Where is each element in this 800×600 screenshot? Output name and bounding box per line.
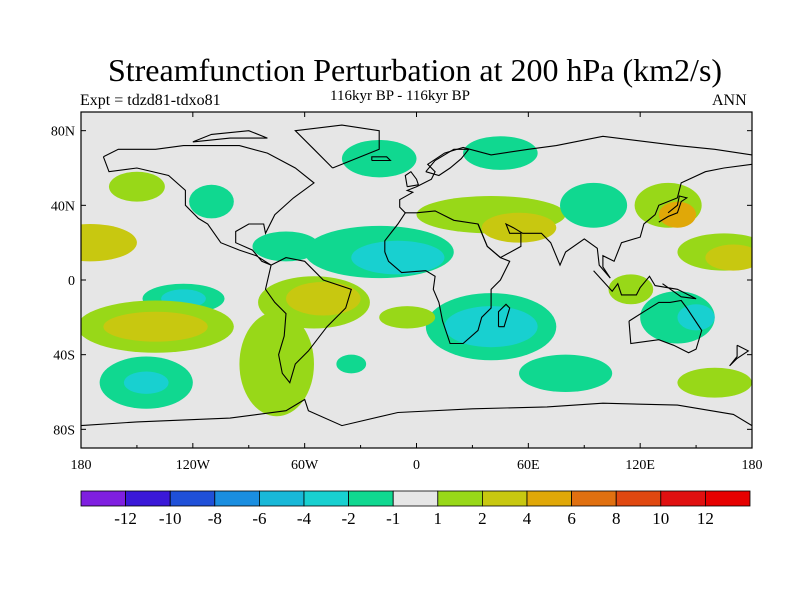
colorbar-label: 2 bbox=[478, 509, 487, 528]
coast-africa-eurasia bbox=[384, 135, 752, 252]
experiment-label: Expt = tdzd81-tdxo81 bbox=[80, 92, 221, 109]
y-tick-label: 40N bbox=[51, 199, 75, 214]
colorbar-swatch bbox=[80, 490, 126, 507]
season-label: ANN bbox=[712, 92, 747, 109]
contour-region bbox=[189, 184, 234, 219]
colorbar: -12 -10 -8 -6 -4 -2 -1 1 2 4 6 8 10 12 bbox=[80, 490, 751, 528]
colorbar-swatch bbox=[660, 490, 706, 507]
coast-iceland bbox=[371, 156, 392, 162]
colorbar-label: 6 bbox=[567, 509, 576, 528]
coast-arctic-islands bbox=[192, 130, 268, 143]
colorbar-label: 8 bbox=[612, 509, 621, 528]
colorbar-label: 12 bbox=[697, 509, 714, 528]
contour-region bbox=[252, 231, 320, 262]
coast-australia bbox=[628, 299, 703, 354]
x-tick-label: 60E bbox=[517, 458, 540, 473]
contour-region bbox=[81, 224, 137, 262]
colorbar-label: -4 bbox=[297, 509, 312, 528]
contour-region bbox=[336, 354, 367, 374]
colorbar-swatch bbox=[437, 490, 483, 507]
contour-region bbox=[677, 304, 715, 331]
colorbar-swatch bbox=[214, 490, 260, 507]
coast-new-zealand bbox=[729, 344, 750, 367]
colorbar-label: -2 bbox=[342, 509, 356, 528]
colorbar-label: -1 bbox=[386, 509, 400, 528]
contour-region bbox=[608, 274, 654, 305]
y-axis: 80N 40N 0 40S 80S bbox=[51, 125, 752, 438]
coastline-layer bbox=[81, 124, 752, 427]
colorbar-swatch bbox=[571, 490, 617, 507]
contour-region bbox=[239, 311, 314, 417]
colorbar-swatch bbox=[348, 490, 394, 507]
coast-south-america bbox=[264, 257, 352, 384]
coast-uk bbox=[404, 170, 420, 188]
contour-region bbox=[108, 171, 165, 202]
x-tick-label: 0 bbox=[413, 458, 420, 473]
colorbar-swatch bbox=[258, 490, 305, 507]
coast-africa-body bbox=[384, 223, 511, 345]
contour-region bbox=[705, 244, 752, 271]
contour-region bbox=[481, 212, 557, 243]
colorbar-label: -6 bbox=[252, 509, 266, 528]
x-axis: 180 120W 60W 0 60E 120E 180 bbox=[71, 112, 763, 473]
coast-scandinavia bbox=[425, 148, 470, 177]
contour-region bbox=[103, 311, 208, 342]
contour-region bbox=[519, 354, 613, 393]
chart-subtitle: 116kyr BP - 116kyr BP bbox=[330, 88, 471, 104]
contour-region bbox=[351, 240, 445, 275]
colorbar-swatch bbox=[125, 490, 171, 507]
coast-japan bbox=[658, 195, 689, 223]
colorbar-swatch bbox=[526, 490, 572, 507]
coast-antarctica bbox=[81, 398, 752, 427]
colorbar-label: -8 bbox=[208, 509, 222, 528]
colorbar-swatch bbox=[169, 490, 216, 507]
x-tick-label: 60W bbox=[291, 458, 319, 473]
y-tick-label: 80N bbox=[51, 125, 75, 140]
y-tick-label: 40S bbox=[53, 349, 75, 364]
colorbar-label: -12 bbox=[114, 509, 137, 528]
coast-indonesia bbox=[593, 270, 697, 300]
contour-region bbox=[286, 281, 361, 316]
colorbar-label: 1 bbox=[434, 509, 443, 528]
contour-region bbox=[379, 306, 436, 329]
x-tick-label: 180 bbox=[742, 458, 763, 473]
colorbar-swatch bbox=[705, 490, 751, 507]
colorbar-swatch bbox=[481, 490, 528, 507]
y-tick-label: 80S bbox=[53, 423, 75, 438]
coast-madagascar bbox=[497, 303, 511, 328]
colorbar-swatch bbox=[303, 490, 349, 507]
colorbar-swatch bbox=[392, 490, 439, 507]
coast-greenland bbox=[294, 124, 380, 169]
contour-region bbox=[658, 201, 697, 228]
contour-region bbox=[677, 367, 752, 398]
colorbar-swatch bbox=[615, 490, 662, 507]
colorbar-label: 4 bbox=[523, 509, 532, 528]
y-tick-label: 0 bbox=[68, 274, 75, 289]
contour-region bbox=[123, 371, 169, 394]
x-tick-label: 120E bbox=[625, 458, 655, 473]
contour-region bbox=[341, 140, 417, 178]
colorbar-label: 10 bbox=[652, 509, 669, 528]
coast-north-america bbox=[102, 145, 315, 266]
colorbar-label: -10 bbox=[159, 509, 182, 528]
contour-region bbox=[560, 182, 628, 228]
chart-title: Streamfunction Perturbation at 200 hPa (… bbox=[107, 52, 723, 88]
x-tick-label: 120W bbox=[176, 458, 211, 473]
contour-region bbox=[444, 306, 538, 348]
x-tick-label: 180 bbox=[71, 458, 92, 473]
